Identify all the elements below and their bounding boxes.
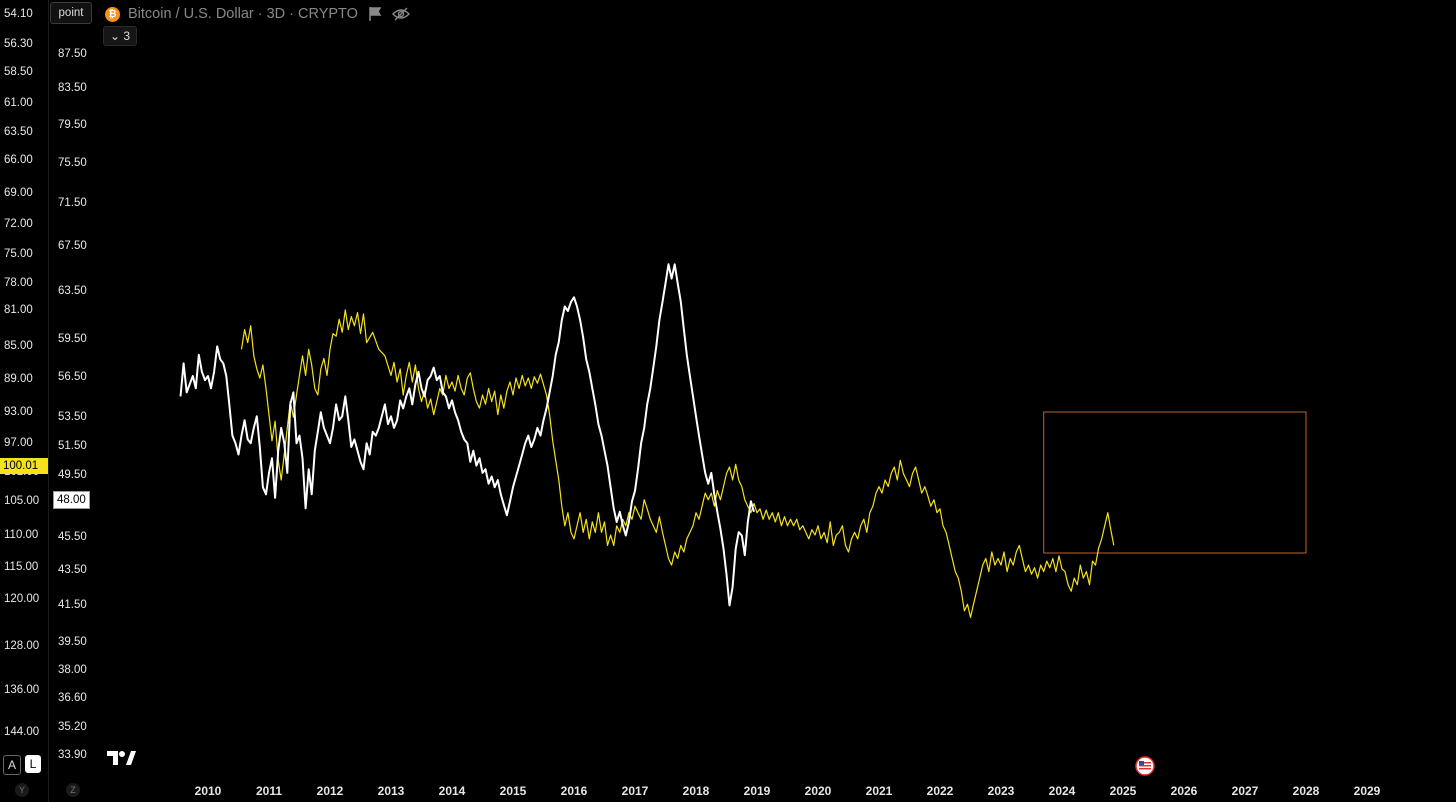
symbol-title[interactable]: Bitcoin / U.S. Dollar · 3D · CRYPTO	[128, 6, 358, 22]
year-label: 2022	[926, 784, 954, 798]
inner-tick-label: 33.90	[58, 749, 87, 761]
inner-current-value-tag: 48.00	[53, 491, 90, 509]
inner-tick-label: 39.50	[58, 636, 87, 648]
outer-tick-label: 97.00	[4, 437, 33, 449]
outer-tick-label: 144.00	[4, 726, 40, 738]
outer-tick-label: 72.00	[4, 218, 33, 230]
outer-tick-label: 69.00	[4, 187, 33, 199]
white-series-line[interactable]	[179, 263, 755, 607]
inner-tick-label: 71.50	[58, 197, 87, 209]
year-label: 2014	[438, 784, 466, 798]
year-label: 2027	[1231, 784, 1259, 798]
inner-tick-label: 43.50	[58, 564, 87, 576]
log-scale-button[interactable]: L	[25, 755, 41, 773]
outer-tick-label: 128.00	[4, 640, 40, 652]
inner-tick-label: 35.20	[58, 721, 87, 733]
outer-tick-label: 78.00	[4, 277, 33, 289]
inner-tick-label: 45.50	[58, 531, 87, 543]
chevron-down-icon: ⌄	[110, 29, 121, 43]
inner-tick-label: 83.50	[58, 82, 87, 94]
inner-tick-label: 41.50	[58, 599, 87, 611]
outer-tick-label: 115.00	[4, 561, 39, 573]
tradingview-logo-icon[interactable]	[107, 749, 137, 772]
outer-current-value-tag: 100.01	[0, 458, 48, 474]
indicator-count: 3	[123, 29, 131, 43]
inner-tick-label: 75.50	[58, 157, 87, 169]
year-label: 2015	[499, 784, 527, 798]
outer-tick-label: 85.00	[4, 340, 33, 352]
y-axis-button[interactable]: Y	[15, 783, 29, 797]
year-label: 2023	[987, 784, 1015, 798]
eye-off-icon[interactable]	[391, 5, 410, 23]
year-label: 2029	[1353, 784, 1381, 798]
outer-tick-label: 81.00	[4, 304, 33, 316]
outer-price-axis[interactable]: 54.10 56.30 58.50 61.00 63.50 66.00 69.00 72.00…	[0, 0, 49, 802]
interval-button[interactable]: point	[50, 2, 92, 24]
outer-tick-label: 93.00	[4, 406, 33, 418]
inner-tick-label: 49.50	[58, 469, 87, 481]
year-label: 2010	[194, 784, 222, 798]
inner-tick-label: 36.60	[58, 692, 87, 704]
inner-tick-label: 53.50	[58, 411, 87, 423]
year-label: 2024	[1048, 784, 1076, 798]
year-label: 2019	[743, 784, 771, 798]
year-label: 2025	[1109, 784, 1137, 798]
year-label: 2028	[1292, 784, 1320, 798]
year-label: 2026	[1170, 784, 1198, 798]
year-label: 2016	[560, 784, 588, 798]
outer-tick-label: 75.00	[4, 248, 33, 260]
collapse-indicators-button[interactable]: ⌄ 3	[103, 26, 138, 46]
year-label: 2018	[682, 784, 710, 798]
outer-tick-label: 54.10	[4, 8, 33, 20]
inner-tick-label: 59.50	[58, 333, 87, 345]
inner-tick-label: 79.50	[58, 119, 87, 131]
outer-tick-label: 66.00	[4, 154, 33, 166]
us-flag-badge-icon[interactable]	[1135, 756, 1155, 776]
inner-tick-label: 63.50	[58, 285, 87, 297]
outer-tick-label: 58.50	[4, 66, 33, 78]
outer-tick-label: 56.30	[4, 38, 33, 50]
year-label: 2020	[804, 784, 832, 798]
inner-tick-label: 51.50	[58, 440, 87, 452]
outer-tick-label: 110.00	[4, 529, 39, 541]
year-label: 2011	[255, 784, 283, 798]
symbol-legend[interactable]: ₿ Bitcoin / U.S. Dollar · 3D · CRYPTO	[105, 4, 410, 24]
outer-tick-label: 120.00	[4, 593, 40, 605]
outer-tick-label: 63.50	[4, 126, 33, 138]
highlight-rectangle[interactable]	[1043, 411, 1307, 554]
year-label: 2013	[377, 784, 405, 798]
year-label: 2017	[621, 784, 649, 798]
inner-tick-label: 67.50	[58, 240, 87, 252]
outer-tick-label: 136.00	[4, 684, 40, 696]
inner-tick-label: 38.00	[58, 664, 87, 676]
inner-tick-label: 56.50	[58, 371, 87, 383]
bitcoin-icon: ₿	[105, 6, 120, 22]
yellow-series-line[interactable]	[240, 309, 1115, 619]
outer-tick-label: 105.00	[4, 495, 40, 507]
z-axis-button[interactable]: Z	[66, 783, 80, 797]
outer-tick-label: 61.00	[4, 97, 33, 109]
outer-tick-label: 89.00	[4, 373, 33, 385]
auto-scale-button[interactable]: A	[3, 755, 21, 775]
inner-tick-label: 87.50	[58, 48, 87, 60]
year-label: 2012	[316, 784, 344, 798]
year-label: 2021	[865, 784, 893, 798]
flag-icon[interactable]	[366, 5, 384, 23]
